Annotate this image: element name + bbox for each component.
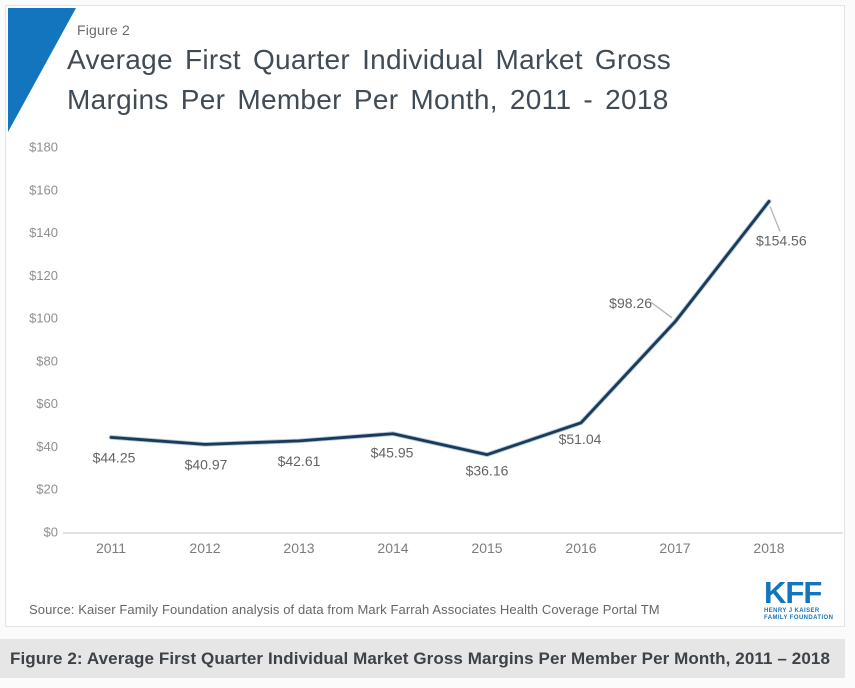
y-tick-label: $100 <box>29 311 58 326</box>
y-tick-label: $40 <box>36 439 58 454</box>
leader-line <box>650 301 673 319</box>
source-note: Source: Kaiser Family Foundation analysi… <box>29 602 660 617</box>
y-tick-label: $0 <box>44 525 58 540</box>
x-tick-label: 2012 <box>189 540 220 556</box>
corner-triangle <box>8 8 76 132</box>
chart-title: Average First Quarter Individual Market … <box>67 40 671 120</box>
kff-logo-subtext-line2: FAMILY FOUNDATION <box>764 615 834 621</box>
data-point-label: $42.61 <box>278 453 321 469</box>
x-tick-label: 2011 <box>96 540 126 556</box>
figure-label: Figure 2 <box>77 22 130 38</box>
x-tick-label: 2016 <box>565 540 596 556</box>
data-point-label: $36.16 <box>466 463 509 479</box>
caption-text: Figure 2: Average First Quarter Individu… <box>10 648 830 668</box>
y-tick-label: $120 <box>29 268 58 283</box>
data-point-label: $44.25 <box>93 449 136 465</box>
x-tick-label: 2014 <box>377 540 408 556</box>
caption-bar: Figure 2: Average First Quarter Individu… <box>0 639 845 678</box>
y-tick-label: $140 <box>29 225 58 240</box>
series-line <box>109 200 771 457</box>
leader-line <box>769 206 781 232</box>
y-tick-label: $60 <box>36 396 58 411</box>
y-tick-label: $180 <box>29 140 58 155</box>
chart-card: Figure 2 Average First Quarter Individua… <box>5 5 845 627</box>
y-tick-label: $160 <box>29 182 58 197</box>
x-tick-label: 2015 <box>471 540 502 556</box>
chart-title-line2: Margins Per Member Per Month, 2011 - 201… <box>67 84 669 115</box>
x-tick-label: 2018 <box>753 540 784 556</box>
data-point-label: $154.56 <box>756 232 807 248</box>
data-point-label: $40.97 <box>185 456 228 472</box>
kff-logo-subtext-line1: HENRY J KAISER <box>764 608 820 614</box>
data-point-label: $51.04 <box>559 431 602 447</box>
kff-logo: KFF HENRY J KAISER FAMILY FOUNDATION <box>764 575 834 622</box>
y-tick-label: $80 <box>36 353 58 368</box>
kff-logo-text: KFF <box>764 575 822 610</box>
y-tick-label: $20 <box>36 482 58 497</box>
data-point-label: $98.26 <box>609 295 652 311</box>
x-tick-label: 2017 <box>659 540 690 556</box>
x-tick-label: 2013 <box>283 540 314 556</box>
kff-corner-ribbon-icon <box>8 8 76 132</box>
chart-title-line1: Average First Quarter Individual Market … <box>67 44 672 75</box>
line-chart: $0 $20 $40 $60 $80 $100 $120 $140 $160 $180 2011 20… <box>29 140 843 556</box>
data-point-label: $45.95 <box>371 445 414 461</box>
